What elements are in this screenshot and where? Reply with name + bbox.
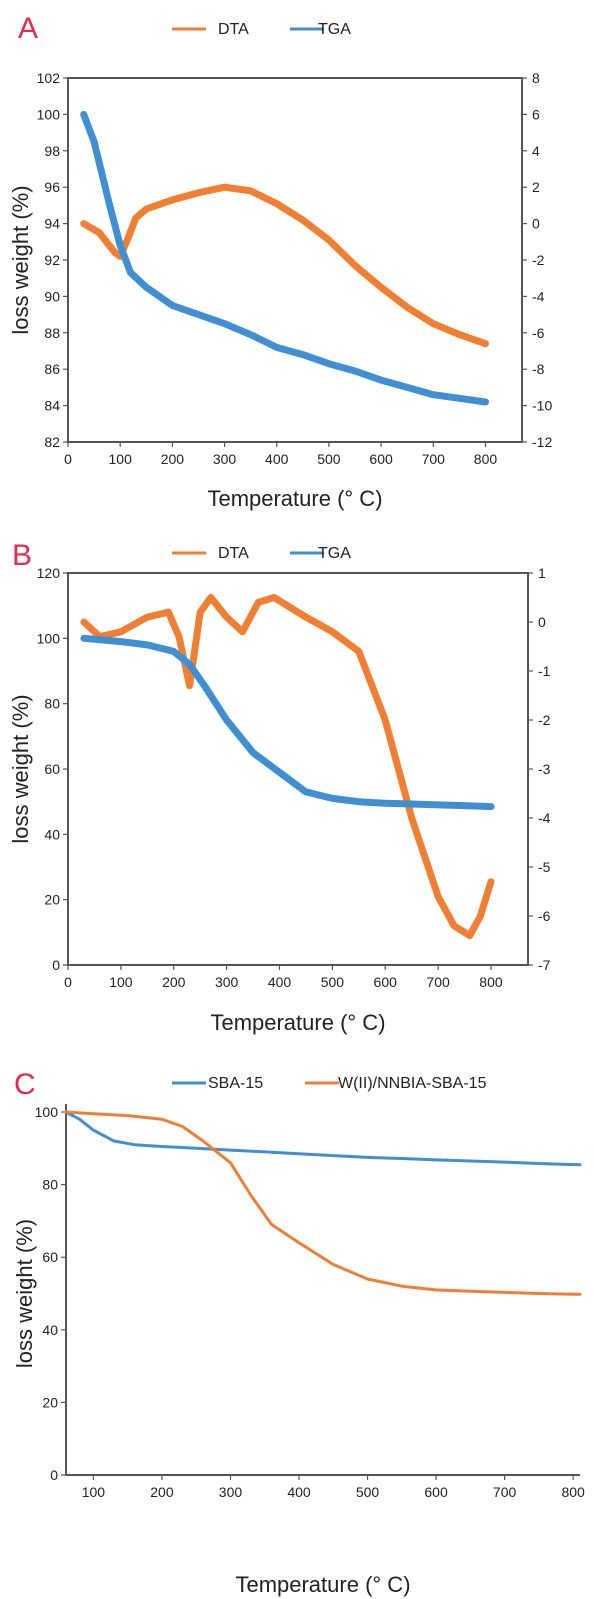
y-tick-label: 94	[44, 216, 60, 232]
y2-tick-label: 4	[532, 143, 540, 159]
series-line-w-ii-nnbia-sba-15	[64, 1110, 582, 1296]
y-tick-label: 60	[42, 1249, 58, 1265]
x-tick-label: 100	[109, 974, 133, 990]
y2-tick-label: -6	[532, 325, 545, 341]
x-tick-label: 300	[219, 1484, 243, 1500]
series-line-sba-15	[64, 1110, 582, 1167]
x-axis-title: Temperature (° C)	[207, 486, 382, 511]
x-tick-label: 200	[162, 974, 186, 990]
y-tick-label: 84	[44, 398, 60, 414]
y2-tick-label: -8	[532, 361, 545, 377]
legend-label: TGA	[318, 545, 351, 562]
y2-tick-label: 8	[532, 70, 540, 86]
series-line-dta	[80, 183, 489, 348]
panel-letter: C	[14, 1068, 36, 1101]
x-tick-label: 700	[422, 451, 446, 467]
x-tick-label: 500	[321, 974, 345, 990]
y2-tick-label: 0	[532, 216, 540, 232]
y-tick-label: 0	[50, 1467, 58, 1483]
y2-tick-label: -6	[538, 908, 551, 924]
y-tick-label: 80	[44, 696, 60, 712]
y-tick-label: 0	[52, 957, 60, 973]
x-tick-label: 700	[426, 974, 450, 990]
legend-label: DTA	[218, 545, 249, 562]
y2-tick-label: -2	[532, 252, 545, 268]
y-tick-label: 80	[42, 1177, 58, 1193]
y-tick-label: 100	[37, 106, 61, 122]
y-axis-title: loss weight (%)	[8, 185, 33, 334]
x-tick-label: 800	[561, 1484, 585, 1500]
y2-tick-label: 0	[538, 614, 546, 630]
series-line-dta	[80, 594, 495, 940]
x-tick-label: 200	[161, 451, 185, 467]
y2-tick-label: -7	[538, 957, 551, 973]
series-line-tga	[80, 634, 495, 811]
legend-label: TGA	[318, 21, 351, 38]
y-tick-label: 82	[44, 434, 60, 450]
x-tick-label: 800	[479, 974, 503, 990]
y2-tick-label: -2	[538, 712, 551, 728]
legend-label: W(II)/NNBIA-SBA-15	[338, 1075, 487, 1092]
x-tick-label: 700	[493, 1484, 517, 1500]
y2-tick-label: 2	[532, 179, 540, 195]
x-tick-label: 400	[287, 1484, 311, 1500]
y2-tick-label: -4	[538, 810, 551, 826]
y-tick-label: 88	[44, 325, 60, 341]
y-tick-label: 20	[42, 1394, 58, 1410]
x-tick-label: 200	[150, 1484, 174, 1500]
y-tick-label: 100	[35, 1104, 59, 1120]
y-axis-title: loss weight (%)	[8, 694, 33, 843]
y-tick-label: 90	[44, 288, 60, 304]
x-tick-label: 300	[213, 451, 237, 467]
y-tick-label: 40	[44, 826, 60, 842]
legend-label: DTA	[218, 21, 249, 38]
x-tick-label: 600	[424, 1484, 448, 1500]
x-tick-label: 100	[82, 1484, 106, 1500]
x-tick-label: 0	[64, 974, 72, 990]
y2-tick-label: -12	[532, 434, 552, 450]
x-tick-label: 100	[109, 451, 133, 467]
y-tick-label: 102	[37, 70, 61, 86]
plot-frame	[67, 572, 529, 966]
x-tick-label: 0	[64, 451, 72, 467]
y-tick-label: 40	[42, 1322, 58, 1338]
x-tick-label: 400	[265, 451, 289, 467]
panel-letter: A	[18, 12, 38, 45]
y-axis-title: loss weight (%)	[12, 1219, 37, 1368]
y2-tick-label: 6	[532, 106, 540, 122]
panel-letter: B	[12, 539, 32, 572]
legend-label: SBA-15	[208, 1075, 263, 1092]
y2-tick-label: 1	[538, 565, 546, 581]
y-tick-label: 60	[44, 761, 60, 777]
y-tick-label: 96	[44, 179, 60, 195]
y2-tick-label: -10	[532, 398, 552, 414]
y2-tick-label: -1	[538, 663, 551, 679]
y2-tick-label: -3	[538, 761, 551, 777]
x-tick-label: 600	[369, 451, 393, 467]
x-tick-label: 600	[374, 974, 398, 990]
x-tick-label: 300	[215, 974, 239, 990]
x-tick-label: 500	[356, 1484, 380, 1500]
y-tick-label: 86	[44, 361, 60, 377]
x-tick-label: 400	[268, 974, 292, 990]
y-tick-label: 120	[37, 565, 61, 581]
x-axis-title: Temperature (° C)	[235, 1572, 410, 1597]
x-tick-label: 800	[474, 451, 498, 467]
plot-frame	[67, 77, 523, 443]
series-line-tga	[80, 110, 489, 406]
y-tick-label: 98	[44, 143, 60, 159]
y2-tick-label: -5	[538, 859, 551, 875]
y2-tick-label: -4	[532, 288, 545, 304]
y-tick-label: 92	[44, 252, 60, 268]
y-tick-label: 20	[44, 892, 60, 908]
x-axis-title: Temperature (° C)	[210, 1010, 385, 1035]
y-tick-label: 100	[37, 630, 61, 646]
x-tick-label: 500	[317, 451, 341, 467]
